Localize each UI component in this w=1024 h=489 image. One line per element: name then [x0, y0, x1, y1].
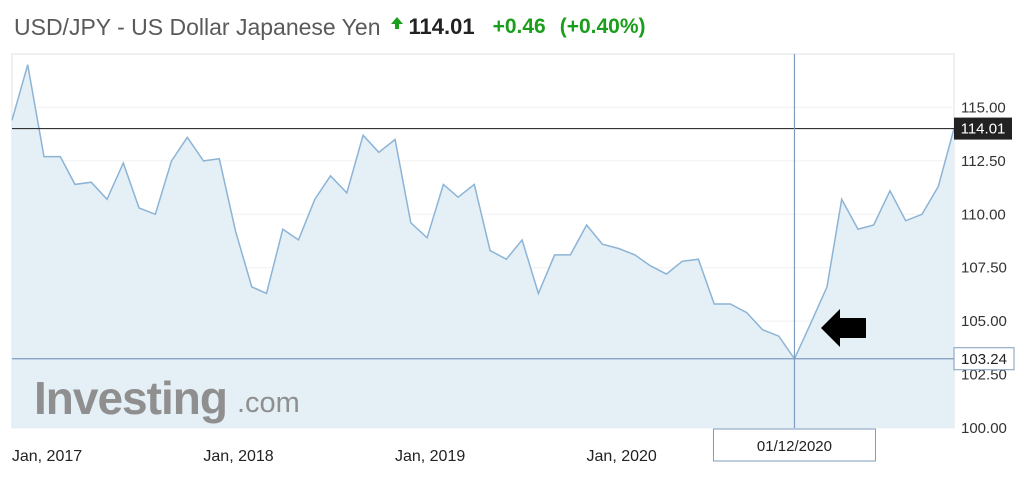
logo-wordmark: Investing: [34, 372, 227, 424]
price-change: +0.46: [492, 15, 546, 38]
crosshair-price-label: 103.24: [961, 351, 1007, 368]
x-axis: Jan, 2017 Jan, 2018 Jan, 2019 Jan, 2020: [12, 448, 657, 465]
current-price-tag-label: 114.01: [961, 121, 1006, 138]
y-tick-label: 105.00: [961, 313, 1007, 330]
logo-suffix: .com: [237, 387, 300, 419]
y-tick-label: 102.50: [961, 367, 1007, 384]
arrow-left-icon: [821, 309, 866, 347]
x-tick-label: Jan, 2020: [587, 448, 657, 465]
x-tick-label: Jan, 2018: [203, 448, 273, 465]
x-tick-label: Jan, 2017: [12, 448, 82, 465]
chart-header: USD/JPY - US Dollar Japanese Yen 114.01 …: [14, 10, 646, 44]
y-tick-label: 100.00: [961, 420, 1007, 437]
y-tick-label: 110.00: [961, 206, 1006, 223]
y-axis: 115.00 112.50 110.00 107.50 105.00 102.50 100.…: [961, 99, 1007, 437]
y-tick-label: 107.50: [961, 260, 1007, 277]
instrument-title: USD/JPY - US Dollar Japanese Yen: [14, 13, 381, 40]
crosshair-price-tag: 103.24: [953, 347, 1015, 371]
x-tick-label: Jan, 2019: [395, 448, 465, 465]
crosshair-date-label: 01/12/2020: [757, 438, 832, 455]
last-price: 114.01: [408, 14, 475, 39]
current-price-tag: 114.01: [954, 117, 1012, 140]
price-area: [12, 64, 954, 428]
price-line: [11, 64, 955, 361]
price-change-percent: (+0.40%): [559, 15, 646, 38]
arrow-up-icon: [390, 16, 403, 29]
y-tick-label: 115.00: [961, 99, 1006, 116]
crosshair-date-tag: 01/12/2020: [712, 428, 876, 462]
y-tick-label: 112.50: [961, 153, 1006, 170]
